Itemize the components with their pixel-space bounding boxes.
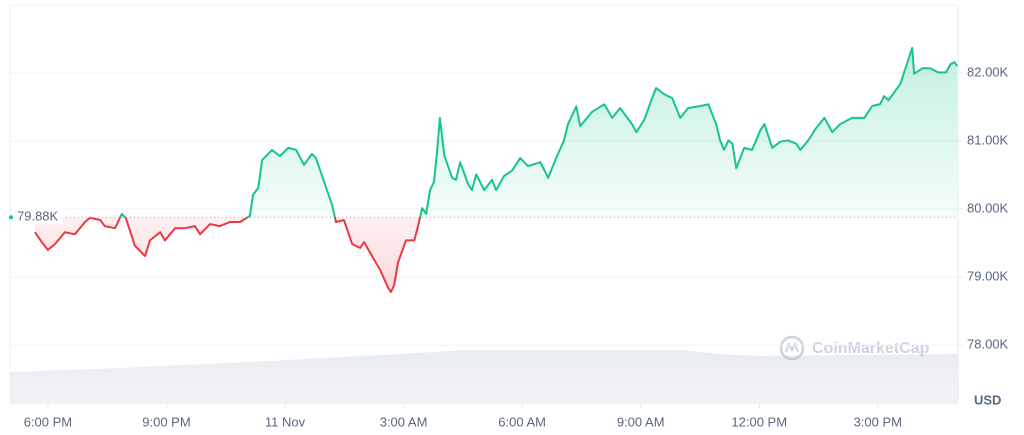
watermark: CoinMarketCap (779, 335, 930, 361)
watermark-text: CoinMarketCap (812, 340, 930, 357)
x-tick-label: 6:00 AM (498, 414, 546, 429)
x-tick-label: 9:00 AM (617, 414, 665, 429)
y-tick-label: 82.00K (967, 64, 1009, 79)
price-area (34, 47, 958, 293)
baseline-label: 79.88K (17, 209, 59, 224)
x-tick-label: 6:00 PM (24, 414, 72, 429)
x-tick-label: 11 Nov (265, 414, 306, 429)
price-line (34, 46, 959, 294)
y-tick-label: 78.00K (967, 337, 1009, 352)
baseline-label-bg (13, 208, 63, 225)
currency-label: USD (974, 392, 1001, 407)
x-tick-label: 12:00 PM (731, 414, 787, 429)
y-tick-label: 81.00K (967, 133, 1009, 148)
x-tick-label: 9:00 PM (142, 414, 190, 429)
volume-area (10, 350, 958, 403)
x-tick-label: 3:00 AM (380, 414, 428, 429)
x-tick-label: 3:00 PM (854, 414, 902, 429)
y-tick-label: 80.00K (967, 201, 1009, 216)
baseline-marker (9, 215, 13, 220)
y-tick-label: 79.00K (967, 269, 1009, 284)
